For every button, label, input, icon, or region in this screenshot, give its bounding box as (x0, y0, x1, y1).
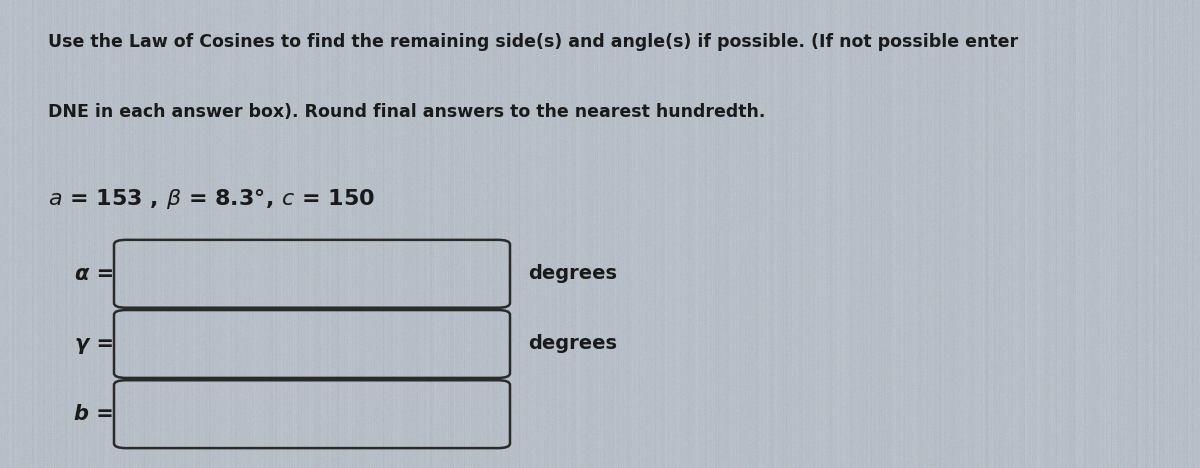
Text: b =: b = (74, 404, 114, 424)
Text: $a$ = 153 , $\beta$ = 8.3°, $c$ = 150: $a$ = 153 , $\beta$ = 8.3°, $c$ = 150 (48, 187, 376, 211)
Text: Use the Law of Cosines to find the remaining side(s) and angle(s) if possible. (: Use the Law of Cosines to find the remai… (48, 33, 1018, 51)
Text: degrees: degrees (528, 335, 617, 353)
Text: DNE in each answer box). Round final answers to the nearest hundredth.: DNE in each answer box). Round final ans… (48, 103, 766, 121)
Text: γ =: γ = (74, 334, 114, 354)
Text: degrees: degrees (528, 264, 617, 283)
Text: α =: α = (74, 264, 114, 284)
